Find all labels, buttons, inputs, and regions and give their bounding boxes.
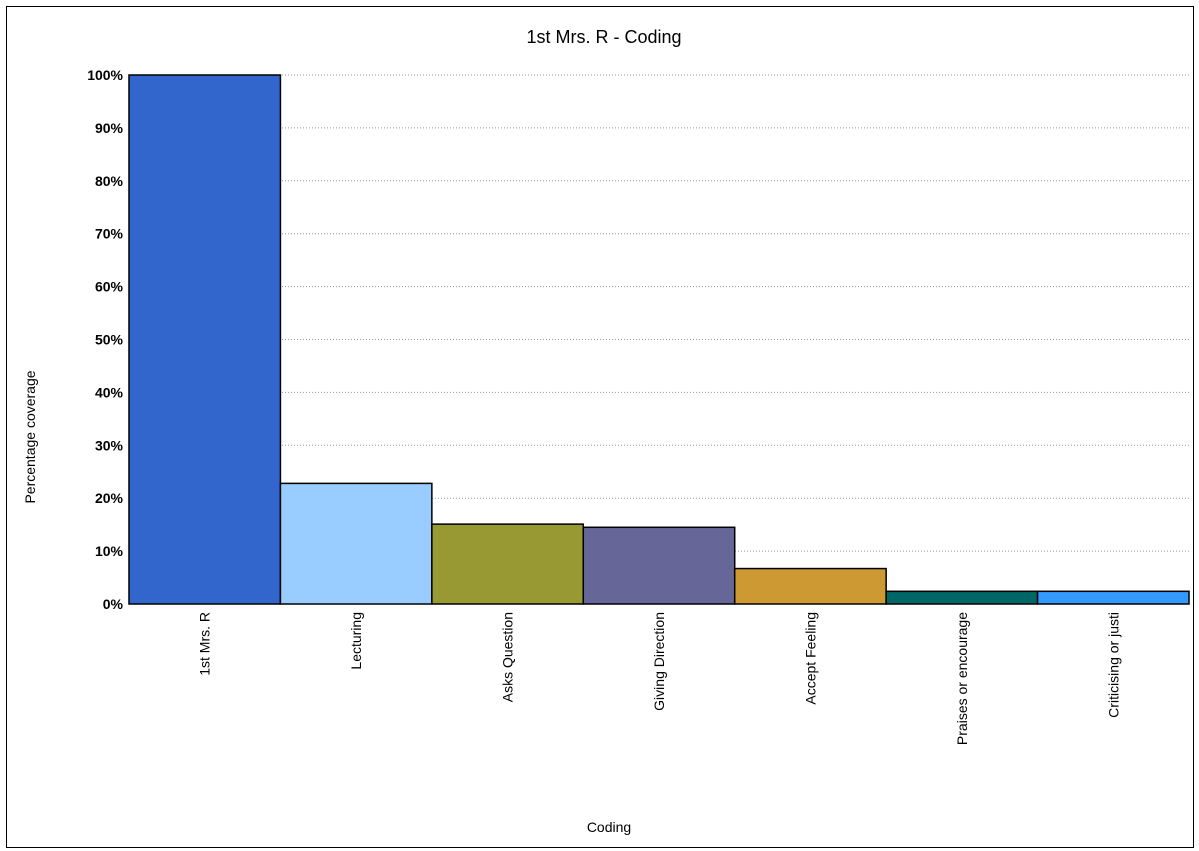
category-label: Giving Direction [651, 612, 667, 711]
category-label: 1st Mrs. R [197, 612, 213, 676]
y-tick-label: 10% [95, 543, 124, 559]
y-tick-labels: 0% 10% 20% 30% 40% 50% 60% 70% 80% 90% 100% [87, 67, 123, 612]
y-tick-label: 20% [95, 490, 124, 506]
category-label: Asks Question [500, 612, 516, 702]
y-tick-label: 0% [103, 596, 124, 612]
y-tick-label: 80% [95, 173, 124, 189]
category-label: Criticising or justi [1105, 612, 1121, 718]
category-labels: 1st Mrs. R Lecturing Asks Question Giving D… [197, 612, 1122, 745]
category-label: Accept Feeling [802, 612, 818, 705]
y-axis-label: Percentage coverage [22, 370, 38, 503]
bar-0 [128, 74, 282, 605]
bar-3 [582, 526, 736, 605]
category-label: Praises or encourage [954, 612, 970, 745]
chart-title: 1st Mrs. R - Coding [526, 27, 681, 47]
category-label: Lecturing [348, 612, 364, 670]
bar-1 [279, 482, 433, 605]
y-tick-label: 70% [95, 226, 124, 242]
bar-5 [885, 590, 1039, 605]
bars [128, 74, 1190, 605]
y-tick-label: 40% [95, 384, 124, 400]
y-tick-label: 100% [87, 67, 123, 83]
y-tick-label: 30% [95, 437, 124, 453]
gridlines [129, 74, 1189, 552]
bar-2 [431, 523, 585, 605]
bar-4 [733, 567, 887, 605]
bar-6 [1036, 590, 1190, 605]
y-tick-label: 50% [95, 332, 124, 348]
y-tick-label: 60% [95, 279, 124, 295]
y-tick-label: 90% [95, 120, 124, 136]
x-axis-label: Coding [587, 819, 631, 835]
